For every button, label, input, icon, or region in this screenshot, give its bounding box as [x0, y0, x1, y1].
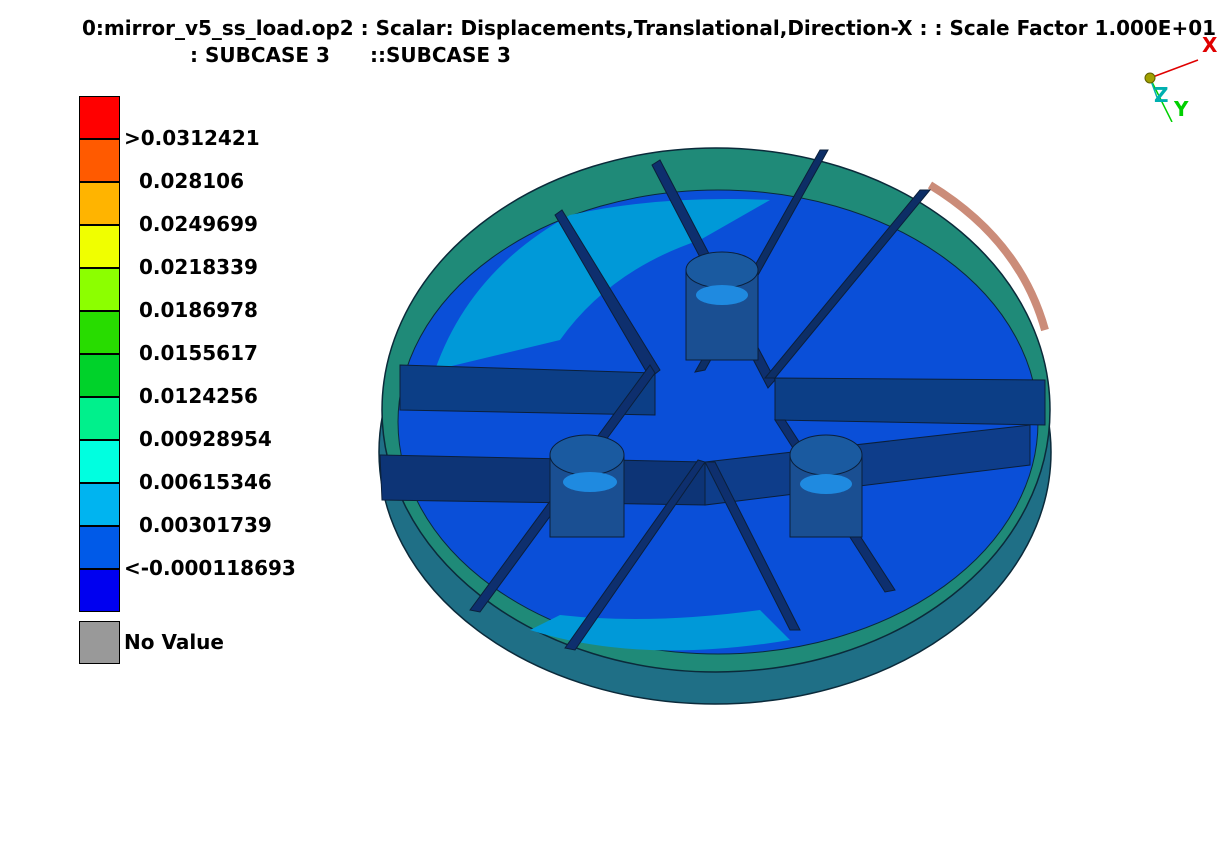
legend-label-min: <-0.000118693 [124, 556, 296, 580]
legend-label: 0.0124256 [139, 384, 258, 408]
legend-swatch [79, 354, 120, 397]
mount-boss-left [549, 434, 625, 538]
mount-boss-right [789, 434, 863, 538]
legend-swatch [79, 397, 120, 440]
legend-swatch [79, 139, 120, 182]
legend-swatch [79, 440, 120, 483]
legend-swatch [79, 225, 120, 268]
legend-label: 0.0186978 [139, 298, 258, 322]
legend-label: 0.0155617 [139, 341, 258, 365]
triad-origin [1144, 72, 1156, 84]
subcase-label: : SUBCASE 3 [190, 43, 330, 67]
legend-swatch [79, 268, 120, 311]
y-axis-line [1149, 77, 1173, 122]
legend-swatch [79, 311, 120, 354]
z-axis-label: Z [1154, 83, 1169, 107]
legend-swatch [79, 569, 120, 612]
no-value-swatch [79, 621, 120, 664]
legend-swatch [79, 182, 120, 225]
legend-label: 0.00301739 [139, 513, 272, 537]
legend-label-max: >0.0312421 [124, 126, 260, 150]
legend-label: 0.0218339 [139, 255, 258, 279]
no-value-label: No Value [124, 630, 224, 654]
rim-hot-edge [927, 181, 1049, 332]
legend-label: 0.00615346 [139, 470, 272, 494]
legend-swatch [79, 483, 120, 526]
coordinate-triad[interactable]: X Y Z [1130, 30, 1222, 122]
legend-label: 0.00928954 [139, 427, 272, 451]
subcase-title: : SUBCASE 3::SUBCASE 3 [190, 43, 511, 67]
x-axis-line [1149, 59, 1199, 79]
legend-swatch [79, 96, 120, 139]
legend-swatch [79, 526, 120, 569]
result-title: 0:mirror_v5_ss_load.op2 : Scalar: Displa… [82, 16, 1217, 40]
x-axis-label: X [1202, 33, 1218, 57]
mount-boss-top [685, 251, 759, 361]
legend-label: 0.0249699 [139, 212, 258, 236]
y-axis-label: Y [1173, 97, 1189, 121]
legend-label: 0.028106 [139, 169, 245, 193]
subcase-label-secondary: ::SUBCASE 3 [369, 43, 511, 67]
